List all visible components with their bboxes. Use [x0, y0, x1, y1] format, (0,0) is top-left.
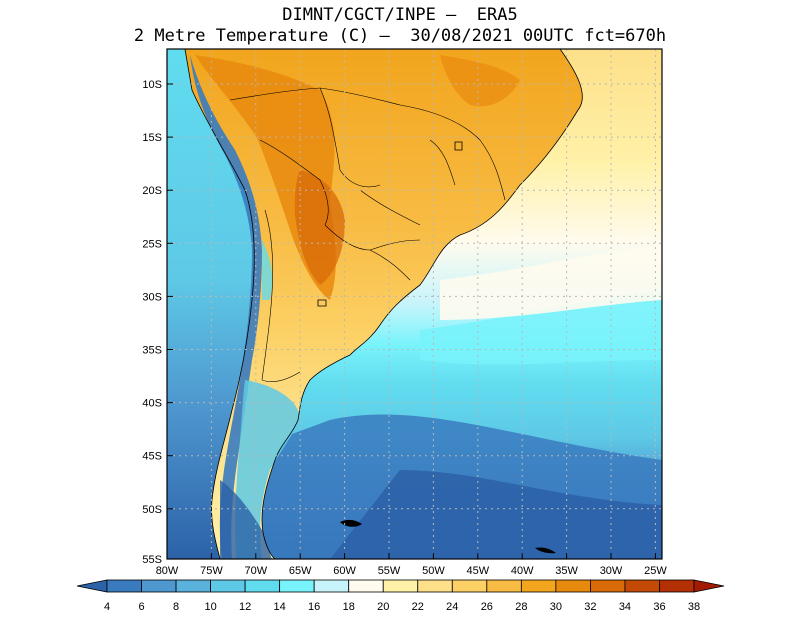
- map-title-line-1: DIMNT/CGCT/INPE – ERA5: [282, 5, 518, 25]
- latitude-label: 30S: [142, 291, 162, 303]
- longitude-label: 35W: [555, 565, 578, 577]
- colorbar-label: 24: [446, 601, 458, 613]
- latitude-label: 50S: [142, 504, 162, 516]
- latitude-label: 25S: [142, 238, 162, 250]
- colorbar-swatch: [244, 579, 281, 593]
- colorbar-swatch: [210, 579, 246, 593]
- colorbar-swatch: [624, 579, 660, 593]
- latitude-axis: 10S 15S 20S 25S 30S 35S 40S 45S 50S 55S: [142, 79, 173, 566]
- colorbar-label: 22: [412, 601, 424, 613]
- longitude-label: 65W: [289, 565, 312, 577]
- colorbar-swatch: [520, 579, 557, 593]
- colorbar-label: 8: [173, 601, 179, 613]
- graticule: [167, 49, 662, 559]
- longitude-label: 50W: [422, 565, 445, 577]
- latitude-label: 15S: [142, 132, 162, 144]
- longitude-label: 25W: [644, 565, 667, 577]
- longitude-label: 60W: [333, 565, 356, 577]
- colorbar-max-arrow: [693, 579, 725, 593]
- colorbar-label: 36: [653, 601, 665, 613]
- colorbar-label: 16: [308, 601, 320, 613]
- colorbar-swatch: [141, 579, 177, 593]
- colorbar-label: 32: [584, 601, 596, 613]
- colorbar-swatch: [382, 579, 419, 593]
- latitude-label: 20S: [142, 185, 162, 197]
- longitude-label: 30W: [600, 565, 623, 577]
- colorbar-swatch: [279, 579, 315, 593]
- map-title-line-2: 2 Metre Temperature (C) – 30/08/2021 00U…: [133, 26, 667, 46]
- colorbar-label: 6: [138, 601, 144, 613]
- colorbar-label: 30: [550, 601, 562, 613]
- colorbar-label: 20: [377, 601, 389, 613]
- colorbar-swatch: [451, 579, 488, 593]
- colorbar-label: 34: [619, 601, 631, 613]
- colorbar-label: 14: [274, 601, 286, 613]
- longitude-label: 70W: [244, 565, 267, 577]
- colorbar-swatch: [348, 579, 384, 593]
- colorbar-swatch: [486, 579, 522, 593]
- plot-frame: [166, 48, 663, 560]
- longitude-label: 55W: [378, 565, 401, 577]
- longitude-axis: 80W 75W 70W 65W 60W 55W 50W 45W 40W 35W 30W 25W: [156, 553, 667, 577]
- longitude-label: 40W: [511, 565, 534, 577]
- colorbar-label: 18: [343, 601, 355, 613]
- colorbar-label: 28: [515, 601, 527, 613]
- longitude-label: 45W: [466, 565, 489, 577]
- longitude-label: 75W: [200, 565, 223, 577]
- colorbar-swatch: [106, 579, 142, 593]
- colorbar-swatch: [175, 579, 211, 593]
- colorbar-swatch: [417, 579, 453, 593]
- colorbar-swatch: [555, 579, 591, 593]
- colorbar-label: 4: [104, 601, 110, 613]
- colorbar-swatch: [313, 579, 350, 593]
- colorbar-min-arrow: [76, 579, 108, 593]
- latitude-label: 35S: [142, 345, 162, 357]
- map-field: [167, 49, 662, 559]
- latitude-label: 40S: [142, 398, 162, 410]
- colorbar-swatch: [659, 579, 695, 593]
- colorbar-swatch: [590, 579, 626, 593]
- colorbar-label: 12: [239, 601, 251, 613]
- colorbar-label: 10: [204, 601, 216, 613]
- latitude-label: 45S: [142, 451, 162, 463]
- latitude-label: 55S: [142, 554, 162, 566]
- colorbar: 4 6 8 10 12 14 16 18 20 22 24 26 28 30 32 34 36 38: [76, 579, 725, 613]
- longitude-label: 80W: [156, 565, 179, 577]
- colorbar-label: 26: [481, 601, 493, 613]
- latitude-label: 10S: [142, 79, 162, 91]
- colorbar-label: 38: [688, 601, 700, 613]
